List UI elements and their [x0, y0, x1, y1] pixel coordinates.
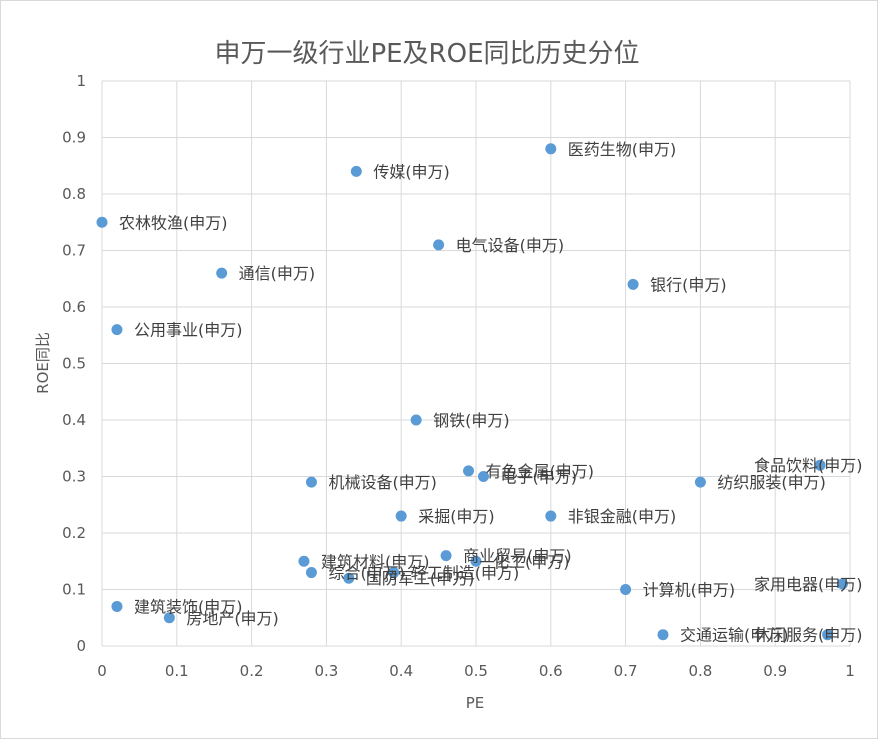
data-label: 电子(申万)	[500, 468, 576, 487]
data-point	[470, 555, 482, 567]
y-tick-label: 0.3	[62, 468, 86, 486]
data-point	[111, 600, 123, 612]
x-tick-label: 0.8	[688, 662, 712, 680]
data-label: 建筑材料(申万)	[321, 552, 430, 571]
y-tick-label: 1	[76, 72, 86, 90]
data-point	[305, 476, 317, 488]
data-points	[96, 143, 849, 641]
x-tick-label: 0.2	[240, 662, 264, 680]
data-label: 农林牧渔(申万)	[119, 213, 228, 232]
data-point	[388, 567, 400, 579]
data-label: 轻工制造(申万)	[411, 564, 519, 583]
data-point	[96, 216, 108, 228]
data-label: 休闲服务(申万)	[754, 626, 863, 645]
y-tick-label: 0.1	[62, 581, 86, 599]
data-label: 银行(申万)	[650, 275, 727, 294]
y-tick-label: 0.2	[62, 524, 86, 542]
data-label: 采掘(申万)	[418, 507, 495, 526]
x-tick-label: 0.3	[314, 662, 338, 680]
data-label: 非银金融(申万)	[568, 507, 677, 526]
data-label: 传媒(申万)	[373, 162, 450, 181]
x-tick-label: 0.9	[763, 662, 787, 680]
y-tick-label: 0.8	[62, 185, 86, 203]
data-point	[694, 476, 706, 488]
data-label: 电气设备(申万)	[456, 236, 564, 255]
chart-title: 申万一级行业PE及ROE同比历史分位	[214, 39, 639, 69]
x-tick-label: 0	[97, 662, 107, 680]
data-point	[350, 165, 362, 177]
data-point	[477, 471, 489, 482]
y-tick-label: 0.5	[62, 355, 86, 373]
data-point	[620, 584, 632, 595]
data-point	[463, 465, 475, 477]
data-point	[545, 510, 557, 522]
y-tick-label: 0.7	[62, 242, 86, 260]
data-point	[298, 555, 310, 567]
y-axis-label: ROE同比	[34, 332, 52, 394]
data-point	[343, 572, 355, 584]
data-point	[395, 510, 407, 522]
data-label: 钢铁(申万)	[433, 411, 510, 430]
data-point	[814, 459, 826, 471]
data-label: 公用事业(申万)	[134, 321, 243, 340]
data-label: 房地产(申万)	[186, 609, 279, 628]
data-labels: 医药生物(申万) 传媒(申万) 农林牧渔(申万) 电气设备(申万) 通信(申万) 银行(申…	[119, 140, 863, 645]
data-point	[433, 239, 445, 251]
x-tick-label: 0.6	[539, 662, 563, 680]
y-tick-label: 0	[76, 637, 86, 655]
x-tick-label: 0.5	[464, 662, 488, 680]
x-tick-label: 0.1	[165, 662, 189, 680]
data-point	[837, 578, 849, 590]
data-label: 食品饮料(申万)	[754, 456, 863, 475]
data-point	[410, 414, 422, 426]
x-tick-label: 1	[845, 662, 855, 680]
data-point	[822, 629, 834, 641]
data-label: 综合(申万)	[328, 564, 405, 583]
x-tick-label: 0.7	[614, 662, 638, 680]
data-label: 交通运输(申万)	[680, 626, 789, 645]
y-tick-label: 0.6	[62, 298, 86, 316]
data-label: 通信(申万)	[239, 264, 316, 283]
data-point	[545, 143, 557, 155]
data-label: 计算机(申万)	[643, 581, 736, 600]
data-label: 建筑装饰(申万)	[134, 597, 243, 616]
data-label: 有色金属(申万)	[486, 462, 595, 481]
data-point	[216, 267, 228, 279]
data-point	[111, 324, 123, 336]
tick-labels: 0 0.1 0.2 0.3 0.4 0.5 0.6 0.7 0.8 0.9 1 0 0.1 0.2 0.3 0…	[62, 72, 855, 680]
x-tick-label: 0.4	[389, 662, 413, 680]
x-axis-label: PE	[466, 694, 485, 712]
y-tick-label: 0.9	[62, 129, 86, 147]
y-tick-label: 0.4	[62, 411, 86, 429]
data-label: 家用电器(申万)	[754, 575, 863, 594]
data-label: 机械设备(申万)	[328, 473, 437, 492]
data-point	[440, 550, 452, 562]
data-label: 商业贸易(申万)	[463, 547, 571, 566]
data-point	[305, 567, 317, 579]
gridlines	[101, 80, 851, 647]
data-label: 化工(申万)	[493, 552, 570, 571]
data-label: 医药生物(申万)	[568, 140, 677, 159]
data-point	[657, 629, 669, 641]
data-label: 国防军工(申万)	[366, 569, 475, 588]
data-point	[163, 612, 175, 624]
data-point	[627, 278, 639, 290]
data-label: 纺织服装(申万)	[717, 473, 826, 492]
